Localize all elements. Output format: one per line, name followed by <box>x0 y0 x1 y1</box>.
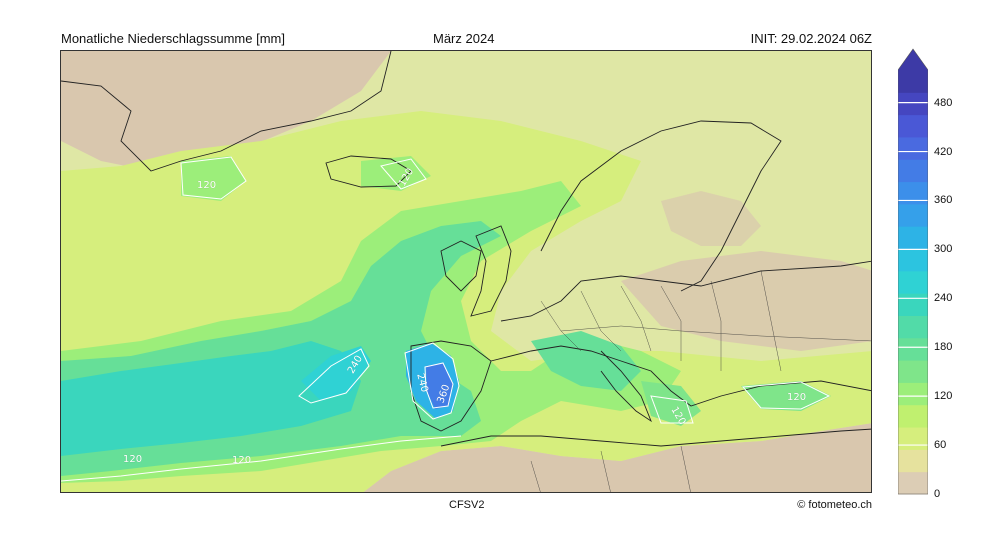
colorbar-tick-label: 300 <box>934 243 953 256</box>
colorbar-segment <box>898 449 928 473</box>
contour-label: 120 <box>787 392 806 403</box>
border <box>620 285 652 352</box>
border <box>600 450 611 492</box>
contour-120-greenland <box>180 156 247 200</box>
colorbar-segment <box>898 471 928 495</box>
italy-coast <box>600 350 652 423</box>
country-borders <box>530 270 871 492</box>
border <box>530 460 541 492</box>
period-label: März 2024 <box>433 31 495 46</box>
scandinavia-dry-area <box>661 191 761 246</box>
border <box>660 285 682 361</box>
coastlines <box>61 51 871 447</box>
colorbar-segment <box>898 70 928 93</box>
border <box>560 325 871 342</box>
chart-title: Monatliche Niederschlagssumme [mm] <box>61 31 285 46</box>
credit-label: © fotometeo.ch <box>797 499 872 511</box>
colorbar-segment <box>898 181 928 205</box>
africa-dry-area <box>363 423 871 492</box>
model-label: CFSV2 <box>449 499 485 511</box>
border <box>760 270 782 372</box>
contour-120-greece <box>650 395 694 424</box>
colorbar-segment <box>898 136 928 160</box>
colorbar-tick-label: 0 <box>934 488 941 500</box>
north-africa-coast <box>440 428 871 447</box>
border <box>580 290 622 352</box>
contour-120-turkey <box>741 381 831 410</box>
init-time-label: INIT: 29.02.2024 06Z <box>750 31 872 46</box>
precip-greenland-patch <box>181 156 246 201</box>
contour-360-iberia <box>424 362 454 409</box>
colorbar-tick-label: 180 <box>934 341 953 354</box>
colorbar-segment <box>898 404 928 428</box>
precip-balkan-patch <box>641 381 701 426</box>
east-europe-dry-area <box>621 251 871 351</box>
colorbar-segment <box>898 203 928 227</box>
border <box>680 445 691 492</box>
precipitation-map: 120 120 240 240 360 120 120 120 120 <box>60 50 872 493</box>
colorbar-over-arrow <box>898 49 928 70</box>
precip-band-240-300-west <box>61 341 361 456</box>
colorbar-outline <box>898 48 928 495</box>
scandinavia-coast <box>540 120 782 292</box>
colorbar-segment <box>898 114 928 138</box>
map-canvas: 120 120 240 240 360 120 120 120 120 <box>61 51 871 492</box>
colorbar-tick-label: 420 <box>934 145 953 158</box>
precip-core-iberia-360 <box>426 363 453 409</box>
colorbar-segment <box>898 293 928 316</box>
britain-coast <box>470 225 512 317</box>
colorbar-tick-label: 240 <box>934 292 953 305</box>
precip-turkey-patch <box>741 381 831 411</box>
contour-240-west <box>298 348 370 404</box>
colorbar-segment <box>898 360 928 383</box>
border <box>710 280 722 371</box>
contour-label: 240 <box>414 372 430 393</box>
contour-lines <box>61 156 831 482</box>
contour-120 <box>61 435 462 482</box>
iberia-coast <box>410 340 492 432</box>
colorbar-segment <box>898 270 928 294</box>
contour-120-iceland <box>380 158 427 190</box>
precip-core-240-west <box>301 346 371 401</box>
contour-label: 120 <box>123 454 142 465</box>
colorbar <box>898 48 928 495</box>
colorbar-tick-label: 360 <box>934 194 953 207</box>
colorbar-segment <box>898 248 928 272</box>
colorbar-segment <box>898 427 928 450</box>
greenland-dry-area <box>61 51 391 171</box>
colorbar-segment <box>898 92 928 116</box>
colorbar-tick-label: 60 <box>934 439 947 452</box>
ireland-coast <box>440 240 482 292</box>
contour-label: 120 <box>232 455 251 466</box>
colorbar-segment <box>898 382 928 406</box>
mediterranean-north-coast <box>490 345 871 407</box>
contour-label: 120 <box>197 180 216 191</box>
colorbar-tick-label: 480 <box>934 96 953 109</box>
iceland-coast <box>325 155 412 188</box>
precip-iceland-patch <box>361 156 431 191</box>
greenland-coast <box>61 51 392 172</box>
colorbar-segment <box>898 159 928 183</box>
colorbar-segment <box>898 315 928 339</box>
colorbar-segment <box>898 337 928 361</box>
colorbar-segment <box>898 226 928 250</box>
colorbar-tick-label: 120 <box>934 390 953 403</box>
contour-240-iberia <box>404 342 460 420</box>
